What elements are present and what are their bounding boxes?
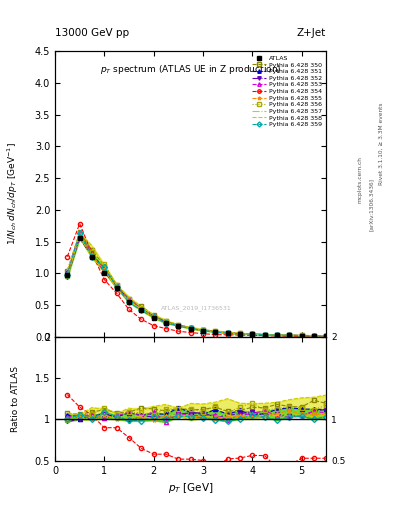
Y-axis label: Ratio to ATLAS: Ratio to ATLAS xyxy=(11,366,20,432)
X-axis label: $p_T$ [GeV]: $p_T$ [GeV] xyxy=(168,481,213,495)
Text: ATLAS_2019_I1736531: ATLAS_2019_I1736531 xyxy=(161,305,231,311)
Y-axis label: $1/N_{ch}\,dN_{ch}/dp_T$ [GeV$^{-1}$]: $1/N_{ch}\,dN_{ch}/dp_T$ [GeV$^{-1}$] xyxy=(6,142,20,245)
Text: Z+Jet: Z+Jet xyxy=(297,28,326,38)
Text: 13000 GeV pp: 13000 GeV pp xyxy=(55,28,129,38)
Text: $p_T$ spectrum (ATLAS UE in Z production): $p_T$ spectrum (ATLAS UE in Z production… xyxy=(100,62,281,76)
Text: mcplots.cern.ch: mcplots.cern.ch xyxy=(357,156,362,203)
Text: Rivet 3.1.10, ≥ 3.3M events: Rivet 3.1.10, ≥ 3.3M events xyxy=(379,102,384,185)
Legend: ATLAS, Pythia 6.428 350, Pythia 6.428 351, Pythia 6.428 352, Pythia 6.428 353, P: ATLAS, Pythia 6.428 350, Pythia 6.428 35… xyxy=(251,54,323,129)
Text: [arXiv:1306.3436]: [arXiv:1306.3436] xyxy=(369,178,374,231)
